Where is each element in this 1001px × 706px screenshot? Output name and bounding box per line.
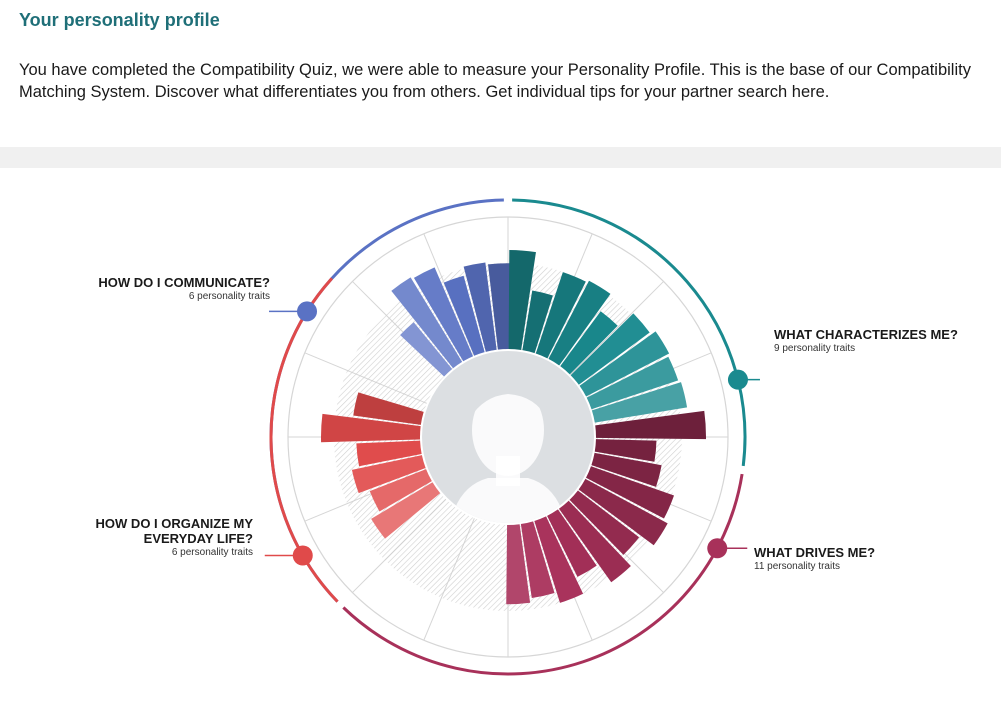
bar-characterizes-3[interactable] <box>535 272 586 359</box>
bar-drives-8[interactable] <box>547 509 597 577</box>
bar-drives-1[interactable] <box>595 410 706 440</box>
bar-drives-10[interactable] <box>520 521 555 599</box>
bar-drives-7[interactable] <box>558 500 631 583</box>
segment-title: HOW DO I ORGANIZE MY EVERYDAY LIFE? <box>95 516 253 546</box>
bar-organize-2[interactable] <box>369 469 432 512</box>
bar-characterizes-1[interactable] <box>508 250 536 350</box>
bar-organize-1[interactable] <box>371 482 441 539</box>
bar-characterizes-8[interactable] <box>586 356 679 410</box>
bar-communicate-4[interactable] <box>443 275 485 356</box>
bar-drives-11[interactable] <box>506 524 531 605</box>
bar-drives-2[interactable] <box>594 439 657 462</box>
wheel-markers <box>264 301 760 566</box>
bar-communicate-3[interactable] <box>413 267 474 362</box>
segment-label-characterizes[interactable]: WHAT CHARACTERIZES ME? 9 personality tra… <box>774 327 958 355</box>
bar-drives-5[interactable] <box>578 478 668 546</box>
segment-title: HOW DO I COMMUNICATE? <box>98 275 270 290</box>
segment-label-communicate[interactable]: HOW DO I COMMUNICATE? 6 personality trai… <box>98 275 270 303</box>
bar-characterizes-2[interactable] <box>522 290 553 354</box>
segment-subtitle: 6 personality traits <box>171 547 253 558</box>
section-divider <box>0 147 1001 168</box>
segment-title: WHAT CHARACTERIZES ME? <box>774 327 958 342</box>
bar-communicate-6[interactable] <box>488 263 510 350</box>
intro-text: You have completed the Compatibility Qui… <box>19 61 971 101</box>
bar-organize-5[interactable] <box>321 413 421 443</box>
bar-drives-4[interactable] <box>585 466 675 519</box>
segment-title: WHAT DRIVES ME? <box>754 545 876 560</box>
bar-characterizes-7[interactable] <box>579 331 670 397</box>
bar-organize-6[interactable] <box>353 392 424 425</box>
bar-characterizes-4[interactable] <box>548 280 611 366</box>
segment-subtitle: 11 personality traits <box>754 561 840 572</box>
bar-characterizes-9[interactable] <box>591 382 688 423</box>
bar-communicate-2[interactable] <box>391 277 463 369</box>
bar-organize-4[interactable] <box>356 440 422 467</box>
person-silhouette-icon <box>422 351 594 523</box>
bar-drives-9[interactable] <box>534 516 584 603</box>
segment-label-organize[interactable]: HOW DO I ORGANIZE MY EVERYDAY LIFE? 6 pe… <box>73 516 253 559</box>
bar-characterizes-6[interactable] <box>570 313 650 385</box>
bar-communicate-5[interactable] <box>463 262 497 352</box>
wheel-bars <box>321 250 706 605</box>
bar-organize-3[interactable] <box>351 455 426 494</box>
bar-communicate-1[interactable] <box>400 322 453 377</box>
outer-arc-characterizes <box>512 198 747 467</box>
bar-characterizes-5[interactable] <box>560 311 618 375</box>
bar-drives-3[interactable] <box>591 452 662 487</box>
page-title: Your personality profile <box>19 10 220 30</box>
segment-subtitle: 6 personality traits <box>188 291 270 302</box>
bar-drives-6[interactable] <box>569 490 640 555</box>
segment-label-drives[interactable]: WHAT DRIVES ME? 11 personality traits <box>754 545 875 573</box>
segment-subtitle: 9 personality traits <box>774 343 856 354</box>
